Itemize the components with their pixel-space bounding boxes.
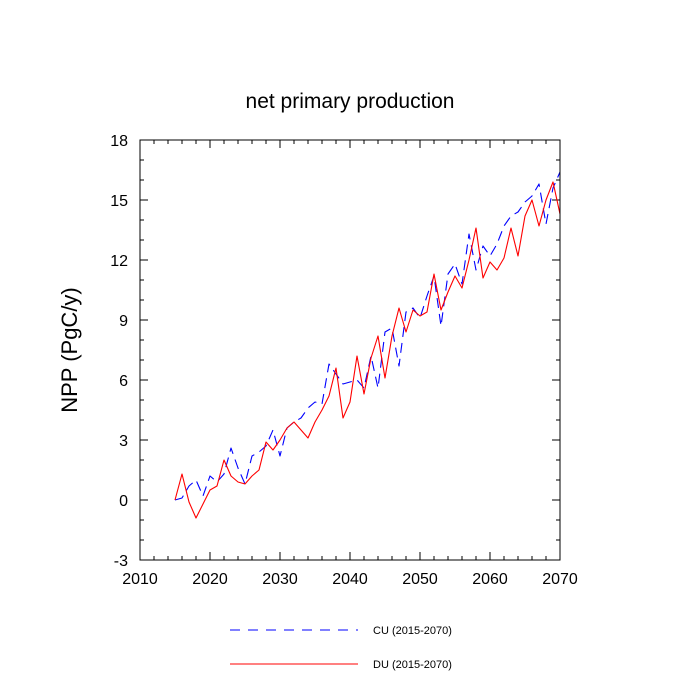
- legend-label-du: DU (2015-2070): [373, 659, 452, 671]
- x-tick-label: 2030: [262, 571, 298, 588]
- y-tick-label: 9: [119, 313, 128, 330]
- y-axis-label: NPP (PgC/y): [57, 287, 82, 413]
- plot-frame: [139, 139, 561, 561]
- x-tick-label: 2070: [542, 571, 578, 588]
- x-tick-label: 2010: [122, 571, 158, 588]
- plot-lines: [174, 171, 561, 519]
- legend: CU (2015-2070) DU (2015-2070): [230, 625, 452, 671]
- y-tick-label: 15: [110, 193, 128, 210]
- y-tick-label: 18: [110, 133, 128, 150]
- x-tick-label: 2040: [332, 571, 368, 588]
- legend-label-cu: CU (2015-2070): [373, 625, 452, 637]
- series-line-cu: [174, 171, 561, 501]
- y-tick-label: 0: [119, 493, 128, 510]
- y-tick-label: 3: [119, 433, 128, 450]
- x-tick-label: 2020: [192, 571, 228, 588]
- y-tick-label: 6: [119, 373, 128, 390]
- series-line-du: [174, 181, 561, 519]
- chart-title: net primary production: [246, 90, 455, 113]
- y-tick-label: 12: [110, 253, 128, 270]
- x-tick-label: 2060: [472, 571, 508, 588]
- axis-ticks: 2010 2020 2030 2040 2050 2060 2070 -3 0 3 6 9 12 15 18: [110, 133, 578, 588]
- y-tick-label: -3: [114, 553, 128, 570]
- x-tick-label: 2050: [402, 571, 438, 588]
